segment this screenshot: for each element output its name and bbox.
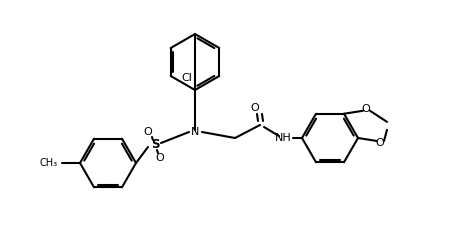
Text: O: O xyxy=(251,103,259,113)
Text: S: S xyxy=(151,139,159,151)
Text: NH: NH xyxy=(275,133,291,143)
Text: O: O xyxy=(156,153,164,163)
Text: Cl: Cl xyxy=(182,73,193,83)
Text: N: N xyxy=(191,127,199,137)
Text: O: O xyxy=(376,138,384,148)
Text: O: O xyxy=(143,127,152,137)
Text: CH₃: CH₃ xyxy=(40,158,58,168)
Text: O: O xyxy=(362,104,370,114)
